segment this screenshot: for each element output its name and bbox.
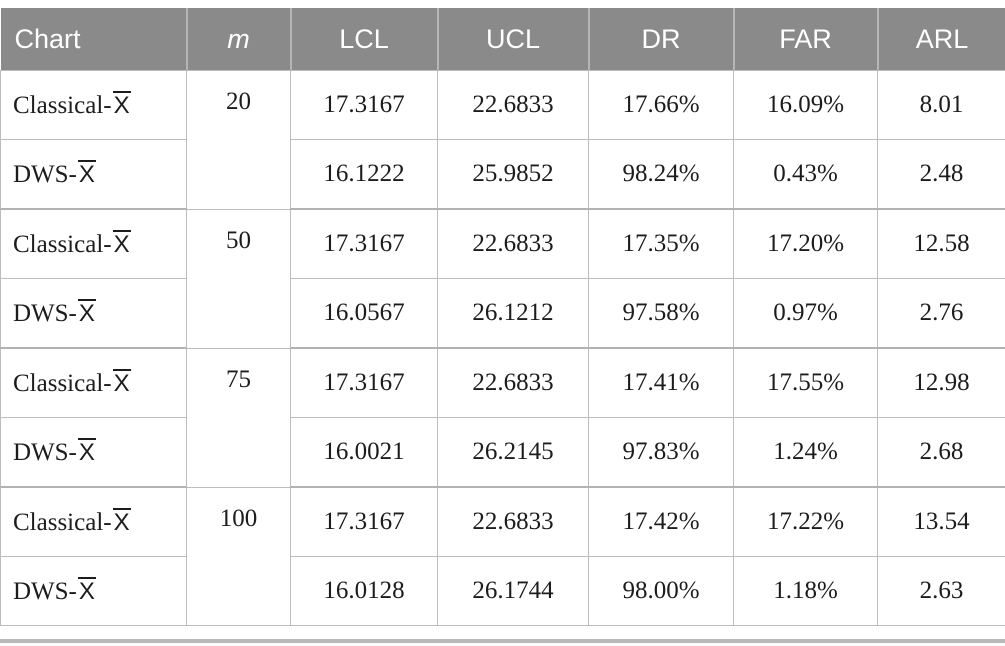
chart-label-prefix: DWS- [13, 577, 77, 605]
cell-far: 1.18% [733, 556, 878, 626]
table-row: DWS-X 16.0128 26.1744 98.00% 1.18% 2.63 [0, 556, 1005, 626]
chart-label-cell: DWS-X [0, 556, 187, 626]
cell-arl: 12.58 [877, 208, 1005, 279]
m-value-cell: 20 [186, 70, 291, 210]
chart-label-prefix: Classical- [13, 508, 112, 536]
cell-lcl: 16.1222 [290, 139, 438, 210]
xbar-symbol: X [112, 368, 131, 397]
cell-ucl: 22.6833 [437, 208, 589, 279]
cell-dr: 17.41% [588, 347, 734, 418]
table-row: DWS-X 16.1222 25.9852 98.24% 0.43% 2.48 [0, 139, 1005, 210]
cell-far: 16.09% [733, 70, 878, 140]
column-header-lcl: LCL [289, 8, 438, 71]
figure-bottom-rule [0, 639, 1005, 643]
column-header-far: FAR [732, 8, 878, 71]
cell-arl: 2.63 [877, 556, 1005, 626]
cell-dr: 98.24% [588, 139, 734, 210]
m-value-cell: 100 [186, 486, 291, 626]
cell-ucl: 26.1744 [437, 556, 589, 626]
chart-label-prefix: Classical- [13, 369, 112, 397]
cell-dr: 97.83% [588, 417, 734, 488]
cell-lcl: 16.0021 [290, 417, 438, 488]
cell-dr: 17.42% [588, 486, 734, 557]
cell-ucl: 26.2145 [437, 417, 589, 488]
cell-arl: 12.98 [877, 347, 1005, 418]
cell-far: 0.97% [733, 278, 878, 349]
chart-label-cell: Classical-X [0, 486, 187, 557]
m-value-cell: 75 [186, 347, 291, 488]
chart-label-cell: Classical-X [0, 70, 187, 140]
xbar-symbol: X [77, 159, 96, 188]
column-header-m: m [185, 8, 291, 71]
cell-far: 17.20% [733, 208, 878, 279]
cell-lcl: 17.3167 [290, 486, 438, 557]
chart-label-prefix: DWS- [13, 160, 77, 188]
xbar-symbol: X [112, 229, 131, 258]
m-value-cell: 50 [186, 208, 291, 349]
xbar-symbol: X [77, 576, 96, 605]
cell-dr: 97.58% [588, 278, 734, 349]
chart-label-prefix: DWS- [13, 299, 77, 327]
cell-arl: 13.54 [877, 486, 1005, 557]
column-header-chart: Chart [0, 8, 187, 71]
chart-label-prefix: Classical- [13, 91, 112, 119]
chart-label-cell: Classical-X [0, 208, 187, 279]
cell-far: 0.43% [733, 139, 878, 210]
table-row: DWS-X 16.0567 26.1212 97.58% 0.97% 2.76 [0, 278, 1005, 349]
chart-label-prefix: DWS- [13, 438, 77, 466]
cell-ucl: 26.1212 [437, 278, 589, 349]
chart-label-cell: DWS-X [0, 139, 187, 210]
chart-label-cell: DWS-X [0, 417, 187, 488]
cell-arl: 8.01 [877, 70, 1005, 140]
cell-arl: 2.48 [877, 139, 1005, 210]
column-header-arl: ARL [876, 8, 1005, 71]
table-row: Classical-X 75 17.3167 22.6833 17.41% 17… [0, 347, 1005, 488]
cell-ucl: 22.6833 [437, 486, 589, 557]
xbar-symbol: X [77, 298, 96, 327]
cell-dr: 98.00% [588, 556, 734, 626]
table-row: Classical-X 20 17.3167 22.6833 17.66% 16… [0, 70, 1005, 210]
cell-lcl: 17.3167 [290, 70, 438, 140]
cell-dr: 17.66% [588, 70, 734, 140]
chart-label-cell: DWS-X [0, 278, 187, 349]
cell-ucl: 25.9852 [437, 139, 589, 210]
header-row: Chart m LCL UCL DR FAR ARL [0, 8, 1005, 71]
chart-label-prefix: Classical- [13, 230, 112, 258]
column-header-dr: DR [587, 8, 734, 71]
table-row: DWS-X 16.0021 26.2145 97.83% 1.24% 2.68 [0, 417, 1005, 488]
xbar-symbol: X [112, 90, 131, 119]
cell-lcl: 17.3167 [290, 347, 438, 418]
table-row: Classical-X 50 17.3167 22.6833 17.35% 17… [0, 208, 1005, 349]
cell-lcl: 16.0567 [290, 278, 438, 349]
table-row: Classical-X 100 17.3167 22.6833 17.42% 1… [0, 486, 1005, 626]
chart-label-cell: Classical-X [0, 347, 187, 418]
xbar-symbol: X [112, 507, 131, 536]
cell-lcl: 16.0128 [290, 556, 438, 626]
cell-ucl: 22.6833 [437, 70, 589, 140]
results-table: Chart m LCL UCL DR FAR ARL Classical-X 2… [0, 8, 1005, 626]
cell-far: 17.22% [733, 486, 878, 557]
cell-far: 17.55% [733, 347, 878, 418]
cell-ucl: 22.6833 [437, 347, 589, 418]
cell-arl: 2.68 [877, 417, 1005, 488]
cell-dr: 17.35% [588, 208, 734, 279]
column-header-ucl: UCL [436, 8, 589, 71]
cell-lcl: 17.3167 [290, 208, 438, 279]
cell-far: 1.24% [733, 417, 878, 488]
cell-arl: 2.76 [877, 278, 1005, 349]
xbar-symbol: X [77, 437, 96, 466]
